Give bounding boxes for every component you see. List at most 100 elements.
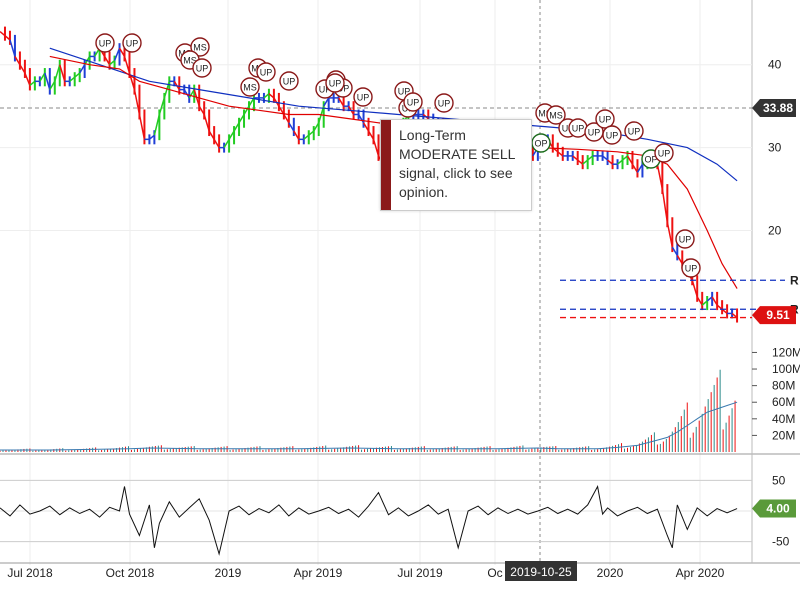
price-segment (148, 134, 155, 140)
price-segment (183, 89, 190, 99)
resistance-label: R (790, 273, 799, 287)
signal-markers[interactable]: UPUPMSMSMSUPMSMSUPMSUPUPUPUPUPUPUPUPUPMS… (95, 33, 701, 278)
price-segment (24, 72, 31, 86)
signal-label: UP (562, 124, 575, 134)
volume-axis-tick: 60M (772, 395, 795, 409)
signal-label: UP (588, 128, 601, 138)
x-axis-label: Apr 2020 (676, 566, 725, 580)
signal-circle[interactable] (95, 33, 115, 53)
price-segment (233, 122, 240, 132)
signal-circle[interactable] (624, 121, 644, 141)
signal-circle[interactable] (240, 77, 260, 97)
price-segment (138, 114, 146, 140)
price-segment (49, 80, 56, 90)
signal-label: UP (319, 85, 332, 95)
price-segment (59, 64, 66, 82)
signal-circle[interactable] (434, 93, 454, 113)
signal-label: MS (183, 56, 197, 66)
price-segment (238, 114, 245, 124)
price-segment (572, 155, 579, 161)
value-badges: 33.88 9.51 4.00 2019-10-25 (505, 99, 796, 581)
signal-circle[interactable] (675, 229, 695, 249)
price-segment (113, 47, 121, 61)
price-segment (313, 122, 320, 132)
price-segment (79, 64, 86, 74)
last-price-badge: 9.51 (766, 308, 790, 322)
price-segment (103, 56, 111, 66)
x-axis-label: Jul 2018 (7, 566, 53, 580)
signal-circle[interactable] (122, 33, 142, 53)
price-segment (74, 72, 81, 78)
signal-label: UP (283, 77, 296, 87)
last-price-badge-shape (752, 306, 796, 325)
oscillator-axis-tick: 50 (772, 473, 786, 487)
signal-circle[interactable] (325, 73, 345, 93)
x-axis-label: Oct 2018 (106, 566, 155, 580)
signal-label: UP (658, 149, 671, 159)
signal-circle[interactable] (654, 143, 674, 163)
volume-axis-tick: 80M (772, 379, 795, 393)
price-segment (248, 97, 255, 107)
price-segment (372, 139, 380, 157)
price-segment (9, 39, 16, 57)
x-axis-label: 2019 (215, 566, 242, 580)
price-segment (323, 97, 330, 107)
price-segment (198, 105, 205, 115)
signal-label: UP (606, 131, 619, 141)
price-segment (602, 155, 609, 161)
price-segment (671, 246, 678, 256)
signal-circle[interactable] (595, 109, 615, 129)
axes: 40 30 20 120M 100M 80M 60M 40M 20M 50 -50 Jul 2018 O… (7, 58, 800, 580)
signal-label: UP (572, 124, 585, 134)
price-segment (283, 114, 290, 124)
signal-label: UP (599, 115, 612, 125)
signal-label: UP (337, 84, 350, 94)
volume-axis-tick: 20M (772, 428, 795, 442)
signal-circle[interactable] (531, 133, 551, 153)
long-moving-average-line (49, 47, 738, 182)
signal-circle[interactable] (602, 125, 622, 145)
x-axis-label: Apr 2019 (294, 566, 343, 580)
price-segment (706, 296, 713, 302)
price-segment (188, 89, 195, 99)
volume-axis-tick: 100M (772, 362, 800, 376)
price-segment (582, 159, 589, 165)
tooltip-accent-bar (381, 120, 391, 210)
signal-circle[interactable] (546, 105, 566, 125)
price-segment (691, 280, 698, 298)
signal-circle[interactable] (192, 58, 212, 78)
price-segment (626, 155, 634, 165)
price-segment (362, 122, 370, 132)
price-segment (54, 64, 61, 82)
signal-circle[interactable] (403, 92, 423, 112)
price-segment (213, 138, 220, 149)
price-segment (118, 47, 126, 57)
price-segment (44, 72, 51, 90)
x-axis-label: 2020 (597, 566, 624, 580)
price-segment (208, 130, 215, 140)
signal-circle[interactable] (681, 258, 701, 278)
price-segment (338, 97, 345, 107)
signal-label: OP (644, 155, 657, 165)
signal-label: UP (196, 64, 209, 74)
signal-circle[interactable] (353, 87, 373, 107)
price-segment (268, 93, 275, 99)
signal-circle[interactable] (256, 62, 276, 82)
signal-tooltip[interactable]: Long-Term MODERATE SELL signal, click to… (380, 119, 532, 211)
price-segment (716, 304, 723, 310)
price-segment (158, 97, 166, 115)
signal-circle[interactable] (279, 71, 299, 91)
price-segment (357, 114, 365, 124)
x-axis-label: Jul 2019 (397, 566, 443, 580)
tooltip-text: Long-Term MODERATE SELL signal, click to… (399, 127, 515, 200)
price-segment (193, 89, 200, 107)
price-segment (123, 56, 131, 74)
crosshair-price-badge: 33.88 (763, 101, 793, 115)
signal-label: UP (126, 39, 139, 49)
price-segment (29, 80, 36, 87)
x-axis-label: Oc (487, 566, 502, 580)
price-segment (607, 159, 614, 165)
price-segment (4, 35, 11, 41)
signal-circle[interactable] (190, 37, 210, 57)
price-segment (243, 105, 250, 115)
